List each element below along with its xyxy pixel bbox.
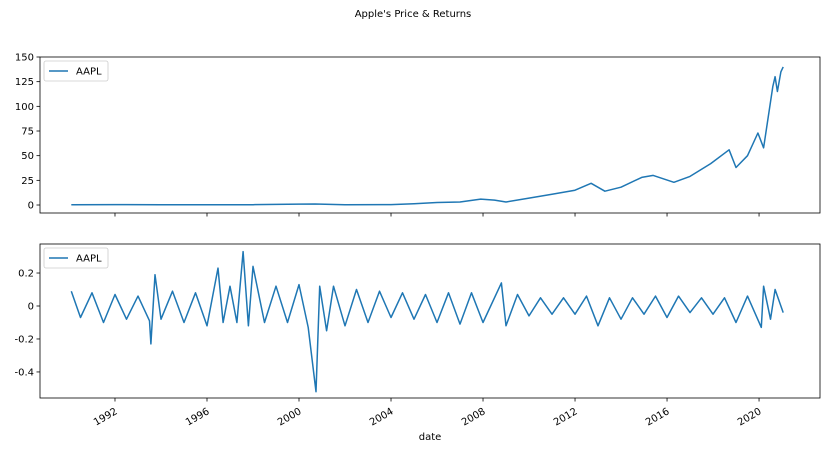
- x-axis-label: date: [419, 432, 442, 443]
- chart-title: Apple's Price & Returns: [355, 9, 472, 20]
- x-tick-label: 2000: [276, 406, 304, 428]
- y-tick-label: 100: [15, 102, 34, 113]
- x-tick-label: 1992: [92, 406, 120, 428]
- legend-box: [43, 60, 109, 82]
- y-tick-label: 125: [15, 77, 34, 88]
- y-tick-label: 25: [21, 176, 34, 187]
- y-tick-label: -0.4: [14, 367, 34, 378]
- x-tick-label: 1996: [184, 406, 212, 428]
- axes-frame: [39, 243, 821, 399]
- legend-box: [43, 247, 109, 269]
- legend-label: AAPL: [76, 67, 102, 78]
- y-tick-label: 0.2: [18, 269, 34, 280]
- y-tick-label: 150: [15, 53, 34, 64]
- x-tick-label: 2020: [736, 406, 764, 428]
- y-tick-label: 0: [28, 201, 34, 212]
- y-tick-label: -0.2: [14, 334, 34, 345]
- x-tick-label: 2008: [460, 406, 488, 428]
- x-tick-label: 2012: [552, 406, 580, 428]
- y-tick-label: 50: [21, 151, 34, 162]
- legend-label: AAPL: [76, 254, 102, 265]
- x-tick-label: 2004: [368, 406, 396, 428]
- y-tick-label: 0: [28, 301, 34, 312]
- line: [70, 250, 784, 393]
- axes-frame: [39, 56, 821, 214]
- x-tick-label: 2016: [644, 406, 672, 428]
- line: [71, 66, 784, 206]
- y-tick-label: 75: [21, 127, 34, 138]
